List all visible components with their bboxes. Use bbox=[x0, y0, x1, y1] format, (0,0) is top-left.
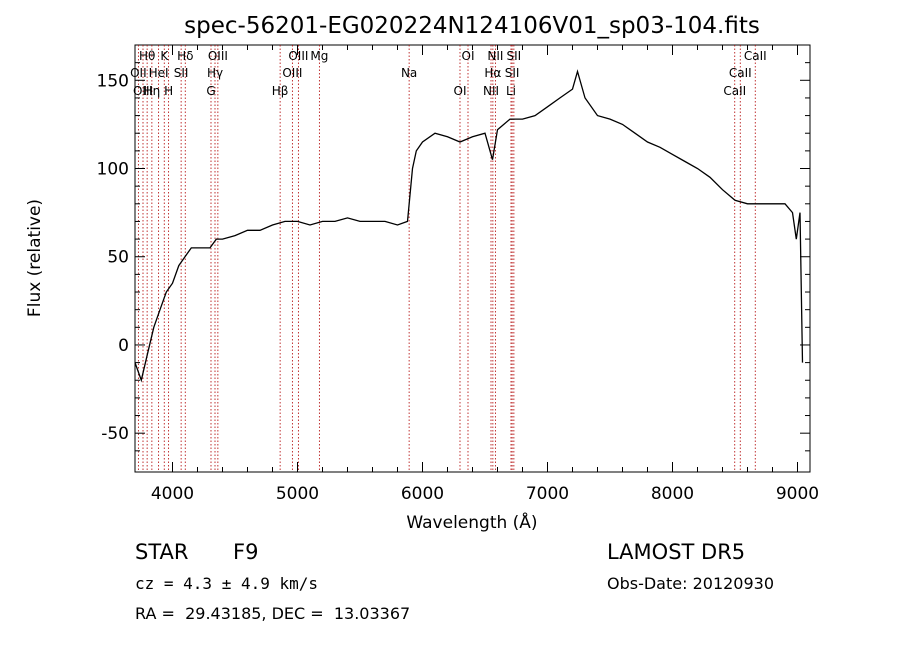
x-axis-label: Wavelength (Å) bbox=[406, 511, 537, 533]
x-tick-label-9000: 9000 bbox=[776, 484, 819, 504]
line-label-7: SII bbox=[174, 66, 189, 80]
line-label-6: Hδ bbox=[177, 49, 193, 63]
sky-coordinates: RA = 29.43185, DEC = 13.03367 bbox=[135, 604, 411, 623]
line-label-5: Hη bbox=[144, 84, 161, 98]
line-label-19: Hα bbox=[484, 66, 501, 80]
line-label-26: CaII bbox=[723, 84, 746, 98]
observation-date: Obs-Date: 20120930 bbox=[607, 574, 775, 593]
y-tick-label-50: 50 bbox=[107, 248, 129, 268]
line-label-12: OIII bbox=[288, 49, 308, 63]
line-label-4: HeI bbox=[149, 66, 169, 80]
line-label-21: NII bbox=[487, 49, 503, 63]
x-tick-label-8000: 8000 bbox=[651, 484, 694, 504]
line-label-27: CaII bbox=[744, 49, 767, 63]
line-label-2: OIII bbox=[133, 84, 153, 98]
redshift-velocity: cz = 4.3 ± 4.9 km/s bbox=[135, 574, 319, 593]
x-tick-label-7000: 7000 bbox=[526, 484, 569, 504]
line-label-0: Hθ bbox=[139, 49, 155, 63]
line-label-24: SII bbox=[507, 49, 522, 63]
spectral-line-labels: HθOIIOIIIKHeIHηHδSIIHOIIIHγGOIIIOIIIHβMg… bbox=[130, 49, 767, 98]
line-label-11: G bbox=[206, 84, 215, 98]
y-axis-label: Flux (relative) bbox=[25, 199, 45, 317]
plot-frame bbox=[134, 44, 811, 473]
line-label-23: Li bbox=[506, 84, 516, 98]
spectral-line-markers bbox=[137, 45, 756, 472]
line-label-3: K bbox=[160, 49, 169, 63]
y-tick-label--50: -50 bbox=[101, 424, 129, 444]
survey-name: LAMOST DR5 bbox=[607, 540, 746, 564]
spectrum-series bbox=[134, 69, 804, 383]
line-label-16: Na bbox=[401, 66, 417, 80]
line-label-17: OI bbox=[454, 84, 467, 98]
y-tick-label-100: 100 bbox=[97, 160, 129, 180]
line-label-22: SII bbox=[505, 66, 520, 80]
object-class: STAR bbox=[135, 540, 189, 564]
x-tick-label-5000: 5000 bbox=[276, 484, 319, 504]
line-label-14: Hβ bbox=[272, 84, 289, 98]
line-label-18: OI bbox=[462, 49, 475, 63]
line-label-10: Hγ bbox=[207, 66, 223, 80]
line-label-13: OIII bbox=[282, 66, 302, 80]
line-label-1: OII bbox=[130, 66, 147, 80]
chart-title: spec-56201-EG020224N124106V01_sp03-104.f… bbox=[184, 13, 760, 39]
line-label-25: CaII bbox=[729, 66, 752, 80]
spectrum-line-0 bbox=[134, 69, 804, 383]
object-subclass: F9 bbox=[233, 540, 259, 564]
line-label-9: OIII bbox=[208, 49, 228, 63]
line-label-15: Mg bbox=[310, 49, 328, 63]
x-tick-label-4000: 4000 bbox=[151, 484, 194, 504]
x-tick-label-6000: 6000 bbox=[401, 484, 444, 504]
line-label-20: NII bbox=[483, 84, 499, 98]
axis-ticks: 4000 5000 6000 7000 8000 9000 -50 0 50 100 150 bbox=[97, 45, 819, 504]
line-label-8: H bbox=[164, 84, 173, 98]
y-tick-label-0: 0 bbox=[118, 336, 129, 356]
y-tick-label-150: 150 bbox=[97, 71, 129, 91]
